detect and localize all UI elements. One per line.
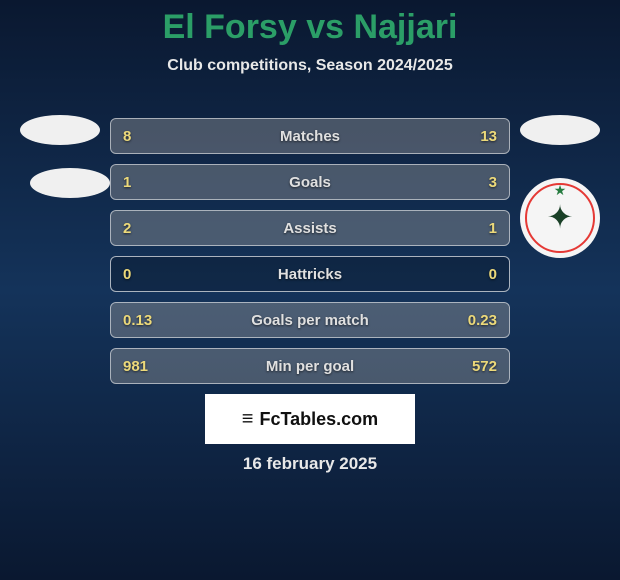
stat-label: Goals — [111, 165, 509, 200]
comparison-card: El Forsy vs Najjari Club competitions, S… — [0, 0, 620, 580]
stat-row: 8Matches13 — [110, 118, 510, 154]
stat-value-right: 572 — [472, 349, 497, 384]
stat-label: Min per goal — [111, 349, 509, 384]
stat-label: Assists — [111, 211, 509, 246]
watermark: ≡ FcTables.com — [205, 394, 415, 444]
stat-value-right: 13 — [480, 119, 497, 154]
stat-row: 0.13Goals per match0.23 — [110, 302, 510, 338]
placeholder-logo-icon — [520, 115, 600, 145]
watermark-text: FcTables.com — [259, 409, 378, 430]
team-right-bottom-logo: ★ ✦ — [520, 178, 600, 258]
stat-value-right: 1 — [489, 211, 497, 246]
stat-row: 0Hattricks0 — [110, 256, 510, 292]
stat-value-right: 0 — [489, 257, 497, 292]
team-left-bottom-logo — [30, 168, 110, 248]
stat-row: 2Assists1 — [110, 210, 510, 246]
stat-row: 1Goals3 — [110, 164, 510, 200]
stat-value-right: 0.23 — [468, 303, 497, 338]
placeholder-logo-icon — [20, 115, 100, 145]
stat-value-right: 3 — [489, 165, 497, 200]
season-subtitle: Club competitions, Season 2024/2025 — [0, 57, 620, 75]
fctables-logo-icon: ≡ — [242, 408, 254, 431]
stat-label: Matches — [111, 119, 509, 154]
stats-container: 8Matches131Goals32Assists10Hattricks00.1… — [110, 118, 510, 394]
stat-row: 981Min per goal572 — [110, 348, 510, 384]
stat-label: Goals per match — [111, 303, 509, 338]
club-badge-icon: ★ ✦ — [520, 178, 600, 258]
stat-label: Hattricks — [111, 257, 509, 292]
snapshot-date: 16 february 2025 — [0, 454, 620, 474]
placeholder-logo-icon — [30, 168, 110, 198]
page-title: El Forsy vs Najjari — [0, 0, 620, 47]
